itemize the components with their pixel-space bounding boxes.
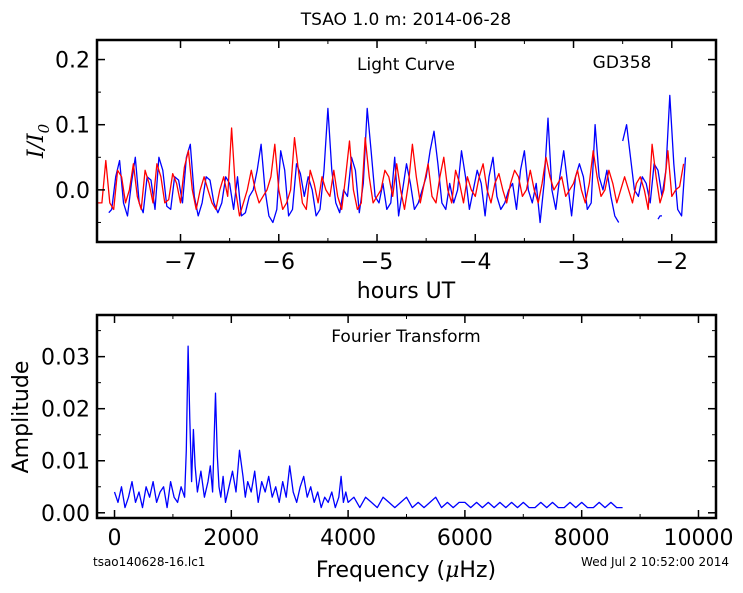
x-tick-label: −5 — [361, 250, 393, 275]
light-curve-ylabel: I/I0 — [24, 123, 53, 159]
light-curve-axes-frame — [95, 38, 718, 244]
y-tick-label: 0.02 — [41, 398, 90, 423]
fourier-xlabel: Frequency (μHz) — [316, 558, 496, 583]
footer-timestamp: Wed Jul 2 10:52:00 2014 — [581, 555, 729, 569]
fourier-panel: 0 2000 4000 6000 8000 10000 0.00 0.01 0.02 0.03 F… — [9, 313, 733, 583]
fourier-xlabel-main: Frequency ( — [316, 558, 445, 583]
fourier-ylabel: Amplitude — [9, 361, 34, 474]
x-tick-label: −4 — [459, 250, 491, 275]
x-tick-label: 4000 — [320, 526, 376, 551]
series-line-1-0-0 — [113, 345, 623, 509]
y-tick-label: 0.1 — [55, 114, 90, 139]
fourier-annotation: Fourier Transform — [331, 327, 480, 347]
light-curve-panel: −7 −6 −5 −4 −3 −20.00.10.2 Light Curve GD358 … — [24, 38, 718, 304]
x-tick-label: 0 — [108, 526, 122, 551]
light-curve-series — [98, 94, 687, 224]
y-tick-label: 0.01 — [41, 450, 90, 475]
x-tick-label: −7 — [164, 250, 196, 275]
footer-filename: tsao140628-16.lc1 — [93, 555, 205, 569]
y-tick-label: 0.00 — [41, 502, 90, 527]
series-line-0-0-0 — [108, 107, 620, 224]
x-tick-label: −6 — [263, 250, 295, 275]
light-curve-xlabel: hours UT — [357, 279, 456, 304]
fourier-series — [113, 345, 623, 509]
fourier-ticks: 0 2000 4000 6000 8000 10000 0.00 0.01 0.02 0.03 — [41, 315, 733, 551]
series-line-0-1-0 — [98, 127, 685, 217]
series-line-0-0-2 — [657, 215, 662, 220]
x-tick-label: −3 — [557, 250, 589, 275]
chart-title: TSAO 1.0 m: 2014-06-28 — [300, 10, 512, 30]
x-tick-label: −2 — [656, 250, 688, 275]
light-curve-ticks: −7 −6 −5 −4 −3 −2 0.0 0.1 0.2 — [55, 40, 716, 275]
x-tick-label: 8000 — [554, 526, 610, 551]
fourier-xlabel-unit: Hz) — [459, 558, 496, 583]
object-label: GD358 — [593, 53, 652, 73]
light-curve-ylabel-sub: 0 — [35, 123, 53, 133]
y-tick-label: 0.0 — [55, 179, 90, 204]
y-tick-label: 0.2 — [55, 49, 90, 74]
light-curve-ylabel-main: I/I — [24, 132, 49, 159]
x-tick-label: 6000 — [437, 526, 493, 551]
x-tick-label: 10000 — [663, 526, 733, 551]
y-tick-label: 0.03 — [41, 346, 90, 371]
fourier-xlabel-mu: μ — [445, 558, 459, 583]
light-curve-annotation: Light Curve — [357, 55, 455, 75]
x-tick-label: 2000 — [203, 526, 259, 551]
